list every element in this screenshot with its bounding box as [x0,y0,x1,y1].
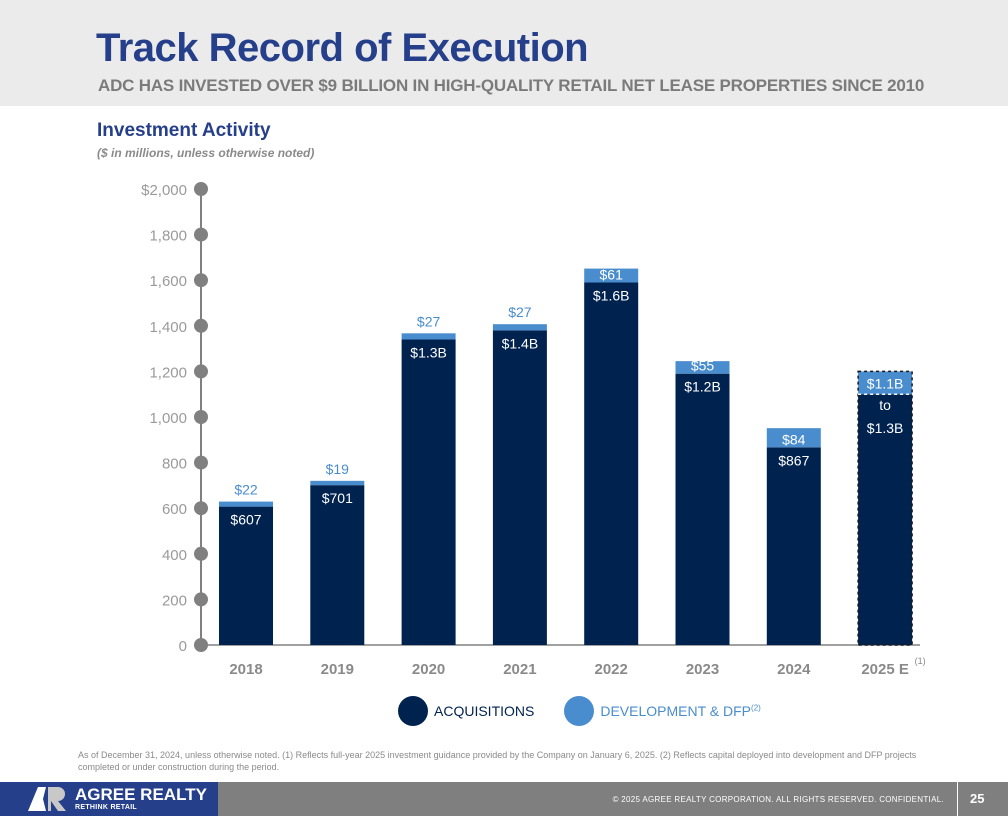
y-tick-label: 1,200 [149,364,187,381]
bar-label-development: $55 [691,358,715,374]
bar-acquisitions-2023 [675,373,730,645]
y-tick-marker [194,410,208,424]
bar-acquisitions-2025E [858,394,913,645]
bar-label-development: $19 [326,461,350,477]
bar-label-acquisitions: $607 [230,512,261,528]
page-divider [957,782,958,816]
logo-mark-icon [28,787,66,811]
bar-acquisitions-2021 [492,330,547,645]
bar-development-2025E [858,371,913,395]
bar-label-acquisitions: $1.3B [410,344,447,360]
x-tick-label: 2023 [686,661,719,678]
bar-estimate-outline [857,370,913,646]
bar-acquisitions-2024 [766,447,821,645]
bar-label-acquisitions: $1.4B [502,335,539,351]
bar-acquisitions-2022 [584,282,639,645]
y-tick-marker [194,273,208,288]
y-tick-label: 1,000 [149,410,187,427]
bar-development-2019 [310,480,365,486]
bar-label-acquisitions: $1.2B [684,379,721,395]
y-tick-label: 600 [162,501,187,518]
bar-label-acquisitions: $1.6B [593,287,630,303]
x-tick-label: 2025 E [861,661,909,678]
y-tick-marker [194,546,208,561]
header-band: Track Record of Execution ADC HAS INVEST… [0,0,1008,106]
bar-label-acquisitions: $701 [322,490,353,506]
x-tick-label: 2024 [777,661,811,678]
bar-label-development: $84 [782,431,806,447]
y-tick-label: 200 [162,592,187,609]
section-note: ($ in millions, unless otherwise noted) [97,146,315,160]
section-title: Investment Activity [97,120,271,141]
footer-bar: AGREE REALTY RETHINK RETAIL © 2025 AGREE… [0,782,1008,816]
logo-tagline: RETHINK RETAIL [75,804,138,811]
y-tick-label: 1,400 [149,319,187,336]
bar-acquisitions-2019 [310,485,365,645]
x-tick-label: 2018 [229,661,262,678]
bar-label-acquisitions: $1.3B [867,420,904,436]
legend-swatch-acquisitions [398,696,428,726]
y-tick-label: 0 [179,638,187,655]
y-tick-marker [194,182,208,196]
y-tick-label: $2,000 [141,182,187,199]
copyright-text: © 2025 AGREE REALTY CORPORATION. ALL RIG… [612,795,944,804]
investment-bar-chart: 0 200 400 600 800 1,000 1,200 1,400 1,600 1,800 $2… [141,182,926,678]
y-tick-marker [194,455,208,470]
legend-swatch-development [564,696,595,726]
bar-development-2022 [584,268,639,283]
bar-label-development: $61 [600,266,624,282]
bar-acquisitions-2018 [219,506,273,645]
x-tick-label: 2020 [412,661,445,678]
bar-development-2023 [675,361,730,374]
page-subtitle: ADC HAS INVESTED OVER $9 BILLION IN HIGH… [98,76,925,95]
bar-development-2024 [766,428,821,448]
y-tick-marker [194,318,208,333]
y-tick-marker [194,364,208,379]
bar-development-2020 [401,333,456,340]
bar-label-acquisitions: to [879,397,891,413]
y-tick-label: 1,600 [149,273,187,290]
bar-label-development: $27 [417,313,441,329]
bar-label-development: $27 [508,304,532,320]
x-tick-label: 2019 [321,661,354,678]
y-tick-marker [194,227,208,242]
x-tick-label: 2021 [503,661,536,678]
bar-label-development: $1.1B [867,375,904,391]
y-tick-label: 800 [162,456,187,473]
bar-development-2018 [219,501,273,507]
x-tick-superscript: (1) [915,656,926,666]
y-tick-marker [194,501,208,516]
y-tick-marker [194,638,208,652]
y-tick-label: 400 [162,547,187,564]
y-tick-marker [194,592,208,607]
legend-label-acquisitions: ACQUISITIONS [434,703,535,719]
y-tick-label: 1,800 [149,228,187,245]
bar-acquisitions-2020 [401,339,456,645]
logo-name: AGREE REALTY [75,785,207,804]
bar-development-2021 [492,324,547,331]
bar-label-acquisitions: $867 [778,452,809,468]
company-logo: AGREE REALTY RETHINK RETAIL [0,782,218,816]
chart-legend: ACQUISITIONS DEVELOPMENT & DFP(2) [398,696,791,726]
page-title: Track Record of Execution [96,26,589,70]
x-tick-label: 2022 [595,661,628,678]
footnote: As of December 31, 2024, unless otherwis… [78,750,917,772]
legend-label-development: DEVELOPMENT & DFP(2) [600,703,761,719]
bar-label-development: $22 [234,482,258,498]
page-number: 25 [970,791,985,806]
